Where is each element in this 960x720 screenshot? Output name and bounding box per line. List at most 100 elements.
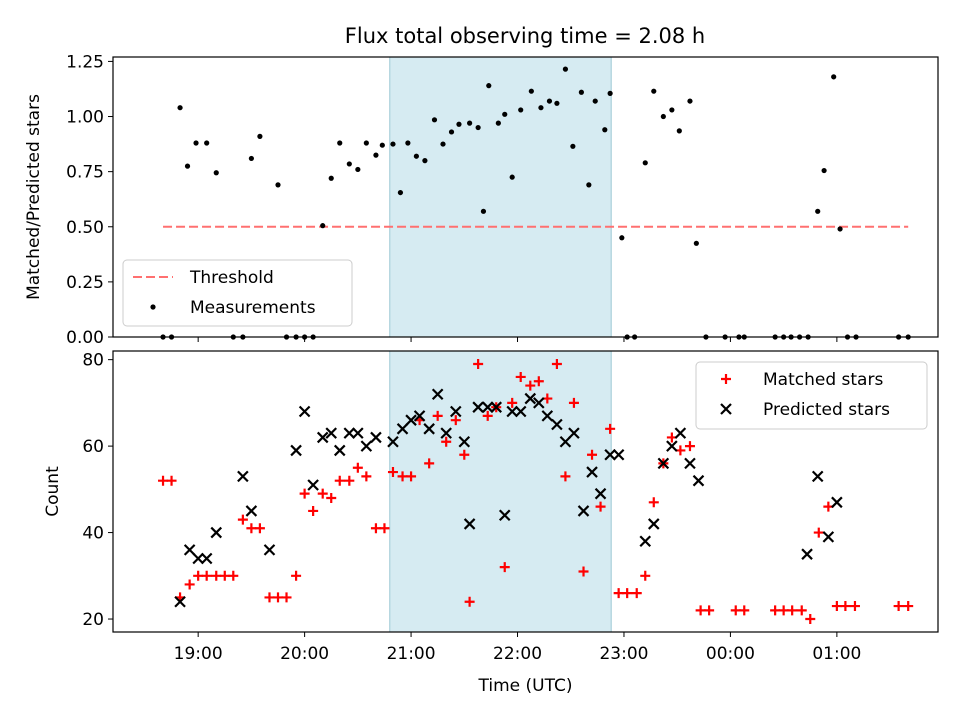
legend-box <box>122 259 353 327</box>
x-tick-label: 20:00 <box>280 644 329 664</box>
legend-label: Predicted stars <box>763 400 890 420</box>
plus-point-23 <box>361 471 372 482</box>
x-tick-label: 22:00 <box>493 644 542 664</box>
plus-point-73 <box>840 601 851 612</box>
plus-point-16 <box>299 488 310 499</box>
cross-point-31 <box>498 509 511 522</box>
cross-point-28 <box>472 401 484 413</box>
plus-point-63 <box>730 605 741 616</box>
cross-point-12 <box>325 427 338 439</box>
plus-point-26 <box>387 467 398 478</box>
cross-point-38 <box>559 436 572 448</box>
cross-point-7 <box>263 544 276 556</box>
x-tick-label: 01:00 <box>812 644 861 664</box>
dot-point-71 <box>815 208 821 214</box>
plus-point-20 <box>334 475 345 486</box>
dot-point-22 <box>373 152 379 158</box>
y-tick-label: 0.00 <box>66 328 104 348</box>
plus-point-49 <box>587 449 598 460</box>
x-tick-label: 19:00 <box>174 644 223 664</box>
plus-point-35 <box>464 596 475 607</box>
cross-point-26 <box>458 436 471 448</box>
plus-point-69 <box>805 614 816 625</box>
plus-point-68 <box>796 605 807 616</box>
plus-point-10 <box>246 523 257 534</box>
dot-point-30 <box>440 141 446 147</box>
cross-point-8 <box>290 444 302 457</box>
plus-point-62 <box>704 605 715 616</box>
dot-point-48 <box>586 182 592 188</box>
dot-point-40 <box>518 107 524 113</box>
cross-point-20 <box>405 414 417 426</box>
dot-point-11 <box>275 182 281 188</box>
dot-point-57 <box>660 113 666 120</box>
cross-point-55 <box>831 496 843 509</box>
plus-point-5 <box>201 570 212 581</box>
plus-point-27 <box>397 471 408 482</box>
cross-point-24 <box>440 427 452 439</box>
legend-box <box>695 361 928 430</box>
cross-point-9 <box>298 405 311 418</box>
cross-point-49 <box>674 427 687 439</box>
plus-point-76 <box>903 601 914 612</box>
dot-point-19 <box>346 161 352 167</box>
axes-frame <box>112 56 939 338</box>
legend-label: Matched stars <box>763 370 883 390</box>
cross-point-36 <box>541 410 554 422</box>
cross-point-22 <box>423 423 435 435</box>
plus-point-47 <box>568 397 579 408</box>
dot-point-20 <box>355 166 361 173</box>
dot-point-32 <box>456 121 462 127</box>
dot-point-39 <box>509 174 515 180</box>
series-predicted-stars <box>174 388 843 608</box>
dot-point-4 <box>193 140 199 146</box>
cross-point-39 <box>568 427 580 439</box>
cross-point-44 <box>612 448 625 461</box>
cross-point-13 <box>333 444 346 457</box>
dot-point-24 <box>390 141 396 147</box>
dot-point-35 <box>480 208 487 214</box>
legend-dot-point-legend <box>150 304 156 310</box>
plus-point-3 <box>184 579 195 590</box>
dot-point-55 <box>642 160 648 166</box>
cross-point-34 <box>524 392 537 405</box>
plus-point-39 <box>499 562 510 573</box>
dot-point-2 <box>177 105 183 111</box>
legend-label: Measurements <box>190 298 316 318</box>
shaded-interval <box>389 350 612 633</box>
plus-point-37 <box>482 410 493 421</box>
dot-point-58 <box>669 107 675 113</box>
cross-point-33 <box>514 405 527 418</box>
dot-point-21 <box>363 140 369 146</box>
plus-point-18 <box>317 488 328 499</box>
dot-point-52 <box>619 235 625 241</box>
plus-point-52 <box>613 588 624 599</box>
dot-point-51 <box>607 90 613 96</box>
cross-point-37 <box>551 418 563 431</box>
cross-point-47 <box>657 457 670 470</box>
cross-point-15 <box>352 427 364 439</box>
y-tick-label: 40 <box>82 524 104 544</box>
cross-point-52 <box>801 548 813 560</box>
dot-point-31 <box>448 129 455 135</box>
cross-point-6 <box>245 505 258 517</box>
cross-point-14 <box>343 427 356 439</box>
cross-point-54 <box>822 531 835 543</box>
plus-point-70 <box>813 527 824 538</box>
plus-point-45 <box>551 358 562 369</box>
plus-point-30 <box>424 458 435 469</box>
plus-point-13 <box>273 592 283 603</box>
cross-point-43 <box>604 448 616 461</box>
y-tick-label: 0.75 <box>66 163 104 183</box>
dot-point-34 <box>475 124 481 131</box>
cross-point-40 <box>577 505 590 517</box>
plus-point-67 <box>787 605 798 616</box>
axes-frame <box>112 350 939 633</box>
plus-point-7 <box>219 570 230 581</box>
cross-point-0 <box>174 595 186 608</box>
plus-point-60 <box>684 441 695 452</box>
plus-point-51 <box>605 423 616 434</box>
cross-point-51 <box>692 474 705 487</box>
plus-point-12 <box>264 592 275 603</box>
